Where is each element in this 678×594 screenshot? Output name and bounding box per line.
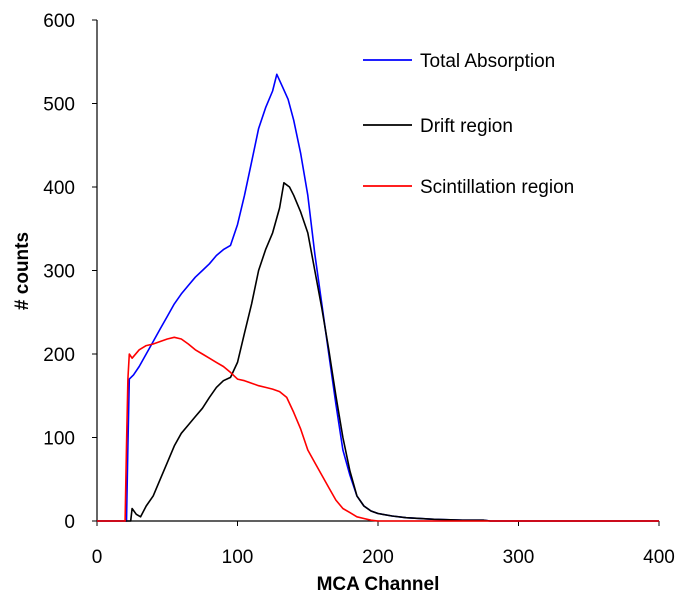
legend-label-drift-region: Drift region [420,116,513,137]
series-line-scintillation-region [97,336,659,522]
legend: Total Absorption Drift region Scintillatio… [363,51,574,198]
y-tick-label: 600 [43,11,75,32]
legend-label-scintillation-region: Scintillation region [420,177,574,198]
x-axis: 0 100 200 300 400 [92,521,675,568]
y-tick-label: 0 [64,512,75,533]
y-tick-label: 100 [43,429,75,450]
plot-frame [96,20,659,522]
series-line-total-absorption [97,73,659,522]
x-tick-label: 0 [92,547,103,568]
series-line-drift-region [97,182,659,522]
x-axis-label: MCA Channel [317,574,440,594]
legend-label-total-absorption: Total Absorption [420,51,555,72]
y-axis: 0 100 200 300 400 500 600 [43,11,97,533]
x-tick-label: 200 [362,547,394,568]
x-tick-label: 100 [222,547,254,568]
series-group [97,73,659,522]
y-tick-label: 500 [43,95,75,116]
y-tick-label: 200 [43,345,75,366]
y-axis-label: # counts [12,232,33,310]
x-tick-label: 300 [503,547,535,568]
y-tick-label: 300 [43,262,75,283]
x-tick-label: 400 [643,547,675,568]
y-tick-label: 400 [43,178,75,199]
